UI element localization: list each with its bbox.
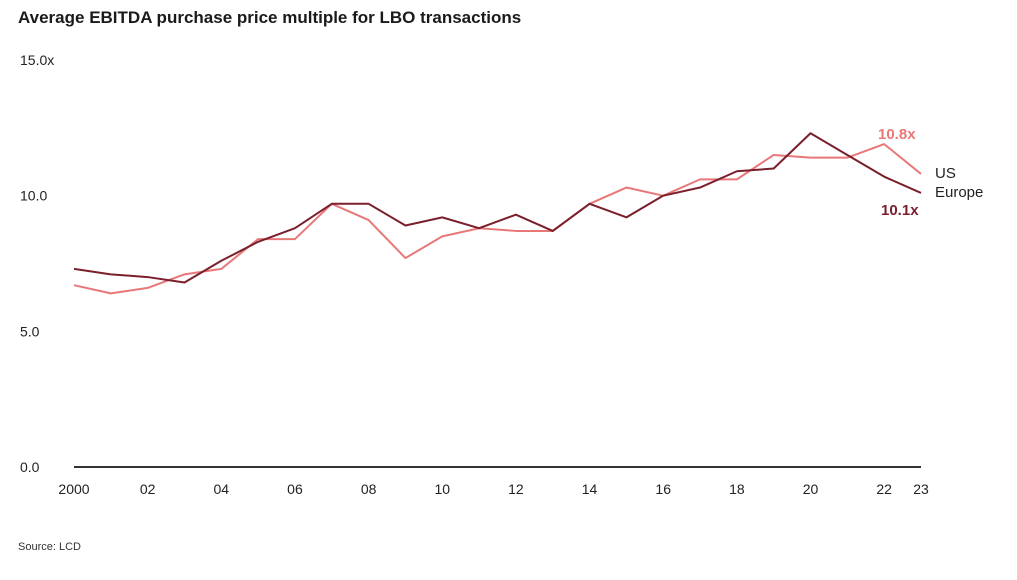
x-tick-label: 08: [361, 481, 377, 497]
series-lines: [73, 132, 922, 295]
x-tick-label: 02: [140, 481, 156, 497]
series-line-us: [73, 143, 922, 295]
x-tick-label: 10: [434, 481, 450, 497]
series-labels: 10.8x 10.1x US Europe: [878, 126, 983, 219]
x-tick-label: 18: [729, 481, 745, 497]
x-tick-label: 06: [287, 481, 303, 497]
x-tick-label: 2000: [58, 481, 89, 497]
europe-series-label: Europe: [935, 184, 983, 201]
series-line-europe: [73, 132, 922, 284]
x-tick-label: 14: [582, 481, 598, 497]
europe-end-value-label: 10.1x: [881, 202, 919, 219]
source-note: Source: LCD: [18, 541, 81, 553]
y-tick-label: 5.0: [20, 323, 40, 339]
y-axis-ticks: 0.0 5.0 10.0 15.0x: [20, 52, 54, 475]
x-tick-label: 04: [214, 481, 230, 497]
us-end-value-label: 10.8x: [878, 126, 916, 143]
us-series-label: US: [935, 165, 956, 182]
x-tick-label: 22: [876, 481, 892, 497]
x-tick-label: 12: [508, 481, 524, 497]
x-axis-ticks: 2000 02 04 06 08 10 12 14 16 18 20 22 23: [58, 481, 929, 497]
y-tick-label: 10.0: [20, 188, 47, 204]
x-tick-label: 20: [803, 481, 819, 497]
y-tick-label: 15.0x: [20, 52, 54, 68]
x-tick-label: 16: [655, 481, 671, 497]
y-tick-label: 0.0: [20, 459, 40, 475]
x-tick-label: 23: [913, 481, 929, 497]
chart-title: Average EBITDA purchase price multiple f…: [18, 8, 522, 27]
